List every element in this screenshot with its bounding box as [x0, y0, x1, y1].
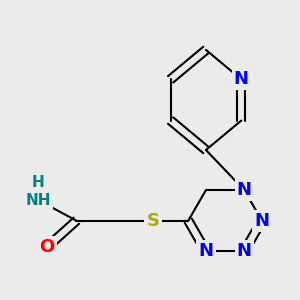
Text: N: N — [237, 242, 252, 260]
Text: N: N — [254, 212, 269, 230]
Text: N: N — [198, 242, 213, 260]
Text: N: N — [234, 70, 249, 88]
Text: H: H — [32, 175, 44, 190]
Text: NH: NH — [26, 193, 51, 208]
Text: O: O — [39, 238, 55, 256]
Text: N: N — [237, 181, 252, 199]
Text: S: S — [146, 212, 159, 230]
